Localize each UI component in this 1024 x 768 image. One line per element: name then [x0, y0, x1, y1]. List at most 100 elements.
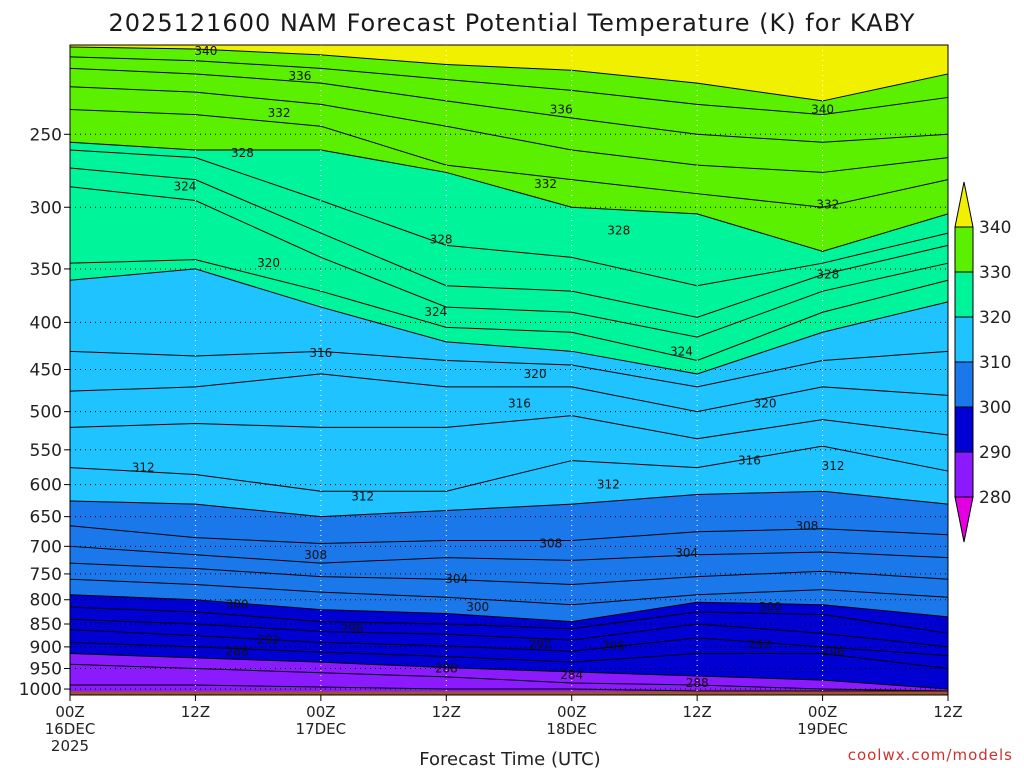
x-axis-label: Forecast Time (UTC): [419, 749, 600, 768]
contour-label: 288: [435, 662, 458, 676]
contour-330: [69, 141, 949, 252]
contour-label: 340: [194, 44, 217, 58]
y-tick-label: 400: [30, 313, 62, 333]
plot-area: 340 336 336 340 332 328 332 332 324 328 328 328 320 3…: [69, 44, 949, 696]
contour-label: 328: [816, 268, 839, 282]
x-tick-label: 12Z: [181, 703, 210, 721]
band-above-330: [70, 45, 948, 252]
contour-label: 312: [597, 478, 620, 492]
contour-320: [69, 268, 949, 375]
x-tick-label: 2025: [51, 737, 89, 755]
colorbar-segment: [954, 271, 974, 318]
contour-label: 328: [231, 146, 254, 160]
colorbar-legend: 280 290 300 310 320 330 340: [954, 181, 1011, 543]
colorbar-segment: [954, 361, 974, 408]
contour-label: 304: [675, 546, 698, 560]
contour-302: [69, 578, 949, 606]
colorbar-label: 310: [979, 353, 1011, 373]
x-tick-label: 19DEC: [797, 720, 848, 738]
contour-label: 336: [550, 103, 573, 117]
contour-322: [69, 259, 949, 362]
x-tick-label: 17DEC: [296, 720, 347, 738]
contour-label: 288: [226, 644, 249, 658]
contour-label: 316: [738, 454, 761, 468]
y-axis: 250 300 350 400 450 500 550 600 650 700 750 800 850 9…: [19, 125, 70, 700]
contour-label: 324: [424, 305, 447, 319]
contour-310: [69, 490, 949, 518]
x-tick-label: 12Z: [432, 703, 461, 721]
contour-288: [69, 663, 949, 692]
x-tick-label: 18DEC: [546, 720, 597, 738]
y-tick-label: 900: [30, 638, 62, 658]
contour-label: 332: [268, 106, 291, 120]
contour-304: [69, 562, 949, 585]
contour-label: 324: [670, 344, 693, 358]
colorbar-label: 300: [979, 398, 1011, 418]
contour-label: 312: [351, 489, 374, 503]
contour-340: [69, 46, 949, 102]
contour-332: [69, 109, 949, 208]
contour-label: 300: [226, 598, 249, 612]
contour-label: 320: [257, 256, 280, 270]
y-tick-label: 500: [30, 403, 62, 423]
y-tick-label: 700: [30, 537, 62, 557]
colorbar-label: 280: [979, 488, 1011, 508]
contour-label: 312: [822, 459, 845, 473]
y-tick-label: 300: [30, 198, 62, 218]
contour-308: [69, 525, 949, 544]
contour-306: [69, 545, 949, 564]
contour-label: 340: [811, 103, 834, 117]
y-tick-label: 950: [30, 660, 62, 680]
contour-label: 296: [602, 639, 625, 653]
colorbar-segment: [954, 181, 974, 228]
contour-label: 292: [257, 633, 280, 647]
contour-label: 332: [534, 177, 557, 191]
contour-label: 308: [539, 536, 562, 550]
contour-336: [69, 67, 949, 143]
chart-title: 2025121600 NAM Forecast Potential Temper…: [109, 9, 916, 37]
contour-label: 288: [686, 676, 709, 690]
contour-334: [69, 86, 949, 173]
x-tick-label: 16DEC: [45, 720, 96, 738]
contour-318: [69, 350, 949, 388]
contour-label: 304: [445, 572, 468, 586]
contour-label: 320: [524, 367, 547, 381]
contour-label: 300: [759, 600, 782, 614]
colorbar-segment: [954, 316, 974, 363]
contour-label: 292: [529, 638, 552, 652]
contour-294: [69, 629, 949, 657]
y-tick-label: 750: [30, 565, 62, 585]
x-tick-label: 12Z: [682, 703, 711, 721]
x-tick-label: 00Z: [306, 703, 335, 721]
contour-296: [69, 618, 949, 648]
contour-316: [69, 373, 949, 413]
y-tick-label: 450: [30, 361, 62, 381]
colorbar-segment: [954, 406, 974, 453]
y-tick-label: 1000: [19, 680, 62, 700]
colorbar-label: 330: [979, 263, 1011, 283]
contour-314: [69, 415, 949, 440]
contour-300: [69, 594, 949, 623]
contour-328: [69, 149, 949, 287]
y-tick-label: 800: [30, 591, 62, 611]
contour-338: [69, 56, 949, 116]
contour-label: 308: [795, 519, 818, 533]
band-above-340: [70, 45, 948, 101]
contour-label: 316: [508, 397, 531, 411]
x-tick-label: 00Z: [557, 703, 586, 721]
y-tick-label: 350: [30, 260, 62, 280]
contour-label: 320: [754, 397, 777, 411]
contour-326: [69, 167, 949, 318]
contour-label: 328: [607, 224, 630, 238]
contour-label: 336: [288, 69, 311, 83]
colorbar-label: 320: [979, 308, 1011, 328]
colorbar-label: 340: [979, 218, 1011, 238]
y-tick-label: 600: [30, 476, 62, 496]
contour-label: 324: [174, 180, 197, 194]
x-tick-label: 12Z: [933, 703, 962, 721]
contour-label: 328: [430, 232, 453, 246]
contour-292: [69, 641, 949, 670]
contour-label: 308: [304, 548, 327, 562]
